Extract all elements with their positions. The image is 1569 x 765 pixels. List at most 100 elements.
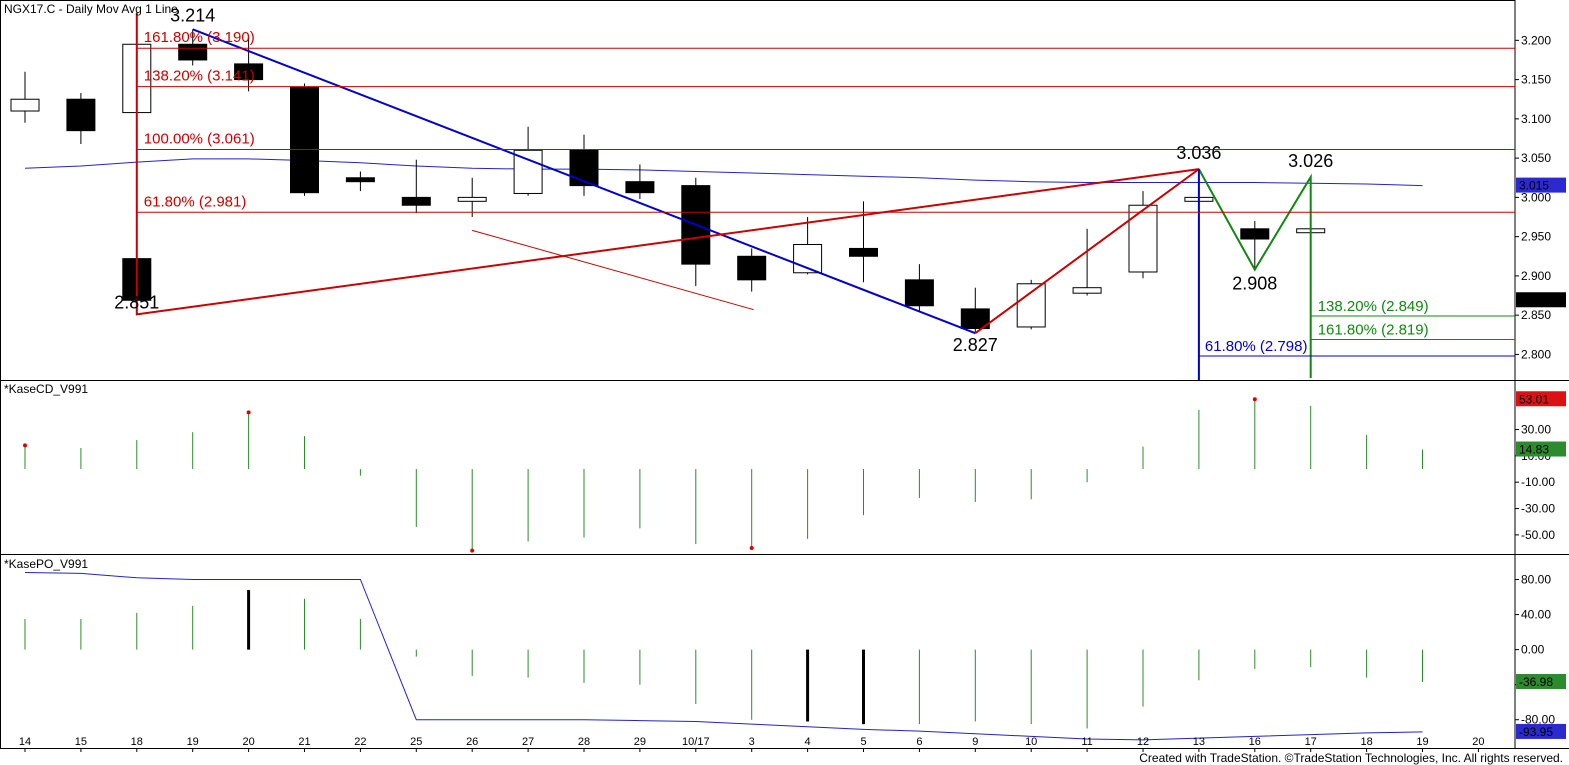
- date-label: 6: [916, 736, 922, 748]
- date-axis: 14 15 18 19 20 21 22 25 26 27 28 29 10/17 3 4 5 6 9 10 11 12…: [19, 736, 1485, 752]
- date-label: 13: [1193, 736, 1205, 748]
- candle-body: [1128, 204, 1158, 273]
- candle: [66, 92, 96, 144]
- date-label: 14: [19, 736, 31, 748]
- date-label: 18: [1360, 736, 1372, 748]
- candle: [1016, 279, 1046, 330]
- red-wave-line: [135, 12, 1200, 335]
- kasecd-tick-label: -30.00: [1521, 502, 1555, 516]
- date-label: 15: [75, 736, 87, 748]
- chart-frame: [0, 0, 1516, 749]
- candle-body: [290, 86, 319, 194]
- candle: [904, 264, 934, 312]
- candle-body: [1072, 287, 1102, 294]
- candle-body: [960, 308, 990, 330]
- date-label: 16: [1249, 736, 1261, 748]
- candle-body: [401, 196, 431, 206]
- swing-price-label: 2.908: [1232, 274, 1277, 294]
- kasecd-signal-dot: [749, 546, 754, 551]
- date-label: 26: [466, 736, 478, 748]
- kasecd-tick-label: 30.00: [1521, 423, 1551, 437]
- date-label: 20: [1472, 736, 1484, 748]
- candle: [793, 217, 823, 275]
- candle-body: [10, 98, 40, 112]
- price-pane: 3.200 3.150 3.100 3.050 3.000 2.950 2.900 2.850…: [0, 0, 1569, 749]
- date-label: 28: [578, 736, 590, 748]
- date-label: 22: [354, 736, 366, 748]
- candle-body: [1240, 228, 1270, 240]
- kasepo-band-line: [24, 572, 1423, 741]
- price-tick-label: 3.000: [1521, 190, 1551, 204]
- kasepo-title: *KasePO_V991: [4, 557, 88, 571]
- last-price-tag-bg: [1516, 292, 1566, 308]
- date-label: 19: [187, 736, 199, 748]
- kasecd-signal-dot: [470, 548, 475, 553]
- ma-last-tag: 3.015: [1519, 179, 1549, 193]
- date-label: 11: [1081, 736, 1092, 748]
- footer-credit: Created with TradeStation. ©TradeStation…: [1139, 751, 1563, 765]
- swing-price-label: 3.214: [170, 5, 215, 25]
- candle: [401, 159, 431, 214]
- candle: [457, 177, 487, 218]
- price-tick-label: 2.950: [1521, 230, 1551, 244]
- date-label: 17: [1305, 736, 1317, 748]
- fib-green-label: 138.20% (2.849): [1318, 298, 1429, 315]
- candle: [234, 36, 264, 92]
- price-tick-label: 2.800: [1521, 347, 1551, 361]
- kasepo-band-tag-bg: [1516, 723, 1566, 739]
- candle-body: [569, 149, 599, 187]
- candle-body: [66, 98, 96, 132]
- candle-body: [1016, 283, 1046, 328]
- kasepo-tick-label: 40.00: [1521, 608, 1551, 622]
- date-label: 19: [1416, 736, 1428, 748]
- kasepo-tick-label: 80.00: [1521, 573, 1551, 587]
- date-label: 29: [634, 736, 646, 748]
- kasecd-top-tag-bg: [1516, 391, 1566, 407]
- candle: [569, 134, 599, 196]
- date-label: 20: [242, 736, 254, 748]
- date-label: 21: [298, 736, 310, 748]
- candle-body: [345, 177, 375, 183]
- date-label: 3: [749, 736, 755, 748]
- date-label: 9: [972, 736, 978, 748]
- kasepo-band-tag: -93.95: [1519, 725, 1553, 739]
- price-tick-label: 3.150: [1521, 73, 1551, 87]
- kasecd-signal-dot: [246, 410, 251, 415]
- moving-average-line: [24, 158, 1423, 187]
- candle: [1240, 220, 1270, 270]
- date-label: 25: [410, 736, 422, 748]
- price-tick-label: 2.850: [1521, 308, 1551, 322]
- candle-body: [178, 43, 208, 61]
- candle: [513, 126, 543, 196]
- swing-price-label: 2.851: [114, 292, 159, 312]
- fib-green-label: 161.80% (2.819): [1318, 322, 1429, 339]
- candle: [1072, 228, 1102, 296]
- downtrend-line: [192, 28, 976, 335]
- date-label: 4: [805, 736, 811, 748]
- fib-red-label: 61.80% (2.981): [144, 193, 247, 210]
- kasepo-tick-label: -80.00: [1521, 713, 1555, 727]
- date-label: 18: [131, 736, 143, 748]
- fib-blue-label: 61.80% (2.798): [1205, 338, 1308, 355]
- kasecd-tick-label: -50.00: [1521, 528, 1555, 542]
- candle: [290, 83, 319, 196]
- kasepo-tick-label: 0.00: [1521, 643, 1545, 657]
- fib-red-label: 161.80% (3.190): [144, 29, 255, 46]
- candle-body: [849, 247, 878, 257]
- kasecd-tick-label: -10.00: [1521, 475, 1555, 489]
- candle-body: [625, 181, 655, 194]
- kasecd-top-tag: 53.01: [1519, 392, 1549, 406]
- candle: [737, 248, 767, 292]
- candle: [10, 71, 40, 123]
- kasepo-last-tag-bg: [1516, 674, 1566, 690]
- candle-body: [904, 279, 934, 307]
- price-tick-label: 3.200: [1521, 33, 1551, 47]
- date-label: 10: [1025, 736, 1037, 748]
- kasecd-signal-dot: [1252, 397, 1257, 402]
- candle: [345, 171, 375, 192]
- kasepo-last-tag: -36.98: [1519, 675, 1553, 689]
- price-tick-label: 2.900: [1521, 269, 1551, 283]
- date-label: 12: [1137, 736, 1149, 748]
